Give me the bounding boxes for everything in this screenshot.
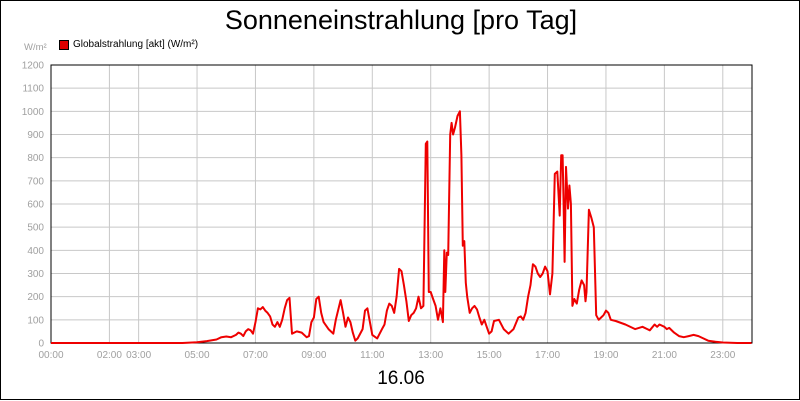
x-tick-label: 11:00: [360, 350, 385, 361]
x-tick-label: 03:00: [126, 350, 151, 361]
legend-label: Globalstrahlung [akt] (W/m²): [73, 39, 199, 50]
legend-swatch: [59, 39, 69, 50]
x-tick-label: 15:00: [477, 350, 502, 361]
x-axis-label: 16.06: [377, 368, 425, 389]
y-tick-label: 300: [27, 269, 44, 280]
y-tick-label: 800: [27, 153, 44, 164]
series-line: [51, 110, 752, 344]
y-axis-unit: W/m²: [24, 42, 47, 53]
y-tick-labels: 0 100 200 300 400 500 600 700 800 900 1000 1100 1200: [22, 61, 45, 350]
y-tick-label: 700: [27, 176, 44, 187]
y-tick-label: 600: [27, 200, 44, 211]
y-tick-label: 900: [27, 130, 44, 141]
y-tick-label: 1200: [22, 61, 45, 72]
x-tick-label: 09:00: [301, 350, 326, 361]
y-tick-label: 0: [38, 339, 44, 350]
y-tick-label: 400: [27, 246, 44, 257]
plot-border: [50, 64, 753, 344]
x-tick-label: 23:00: [710, 350, 735, 361]
x-tick-labels: 00:00 02:00 03:00 05:00 07:00 09:00 11:00 13:00…: [38, 350, 735, 361]
y-tick-label: 1100: [22, 84, 44, 95]
x-tick-label: 05:00: [185, 350, 210, 361]
legend: Globalstrahlung [akt] (W/m²): [59, 39, 198, 50]
x-tick-label: 17:00: [535, 350, 560, 361]
x-tick-label: 21:00: [652, 350, 677, 361]
x-tick-label: 02:00: [97, 350, 122, 361]
x-tick-label: 13:00: [418, 350, 443, 361]
chart-title: Sonneneinstrahlung [pro Tag]: [224, 5, 578, 35]
y-tick-label: 500: [27, 223, 44, 234]
x-tick-label: 07:00: [243, 350, 268, 361]
gridlines: [51, 65, 752, 343]
x-tick-label: 00:00: [38, 350, 63, 361]
x-tick-label: 19:00: [593, 350, 618, 361]
y-tick-label: 200: [27, 292, 44, 303]
y-tick-label: 100: [27, 315, 44, 326]
y-tick-label: 1000: [22, 107, 45, 118]
